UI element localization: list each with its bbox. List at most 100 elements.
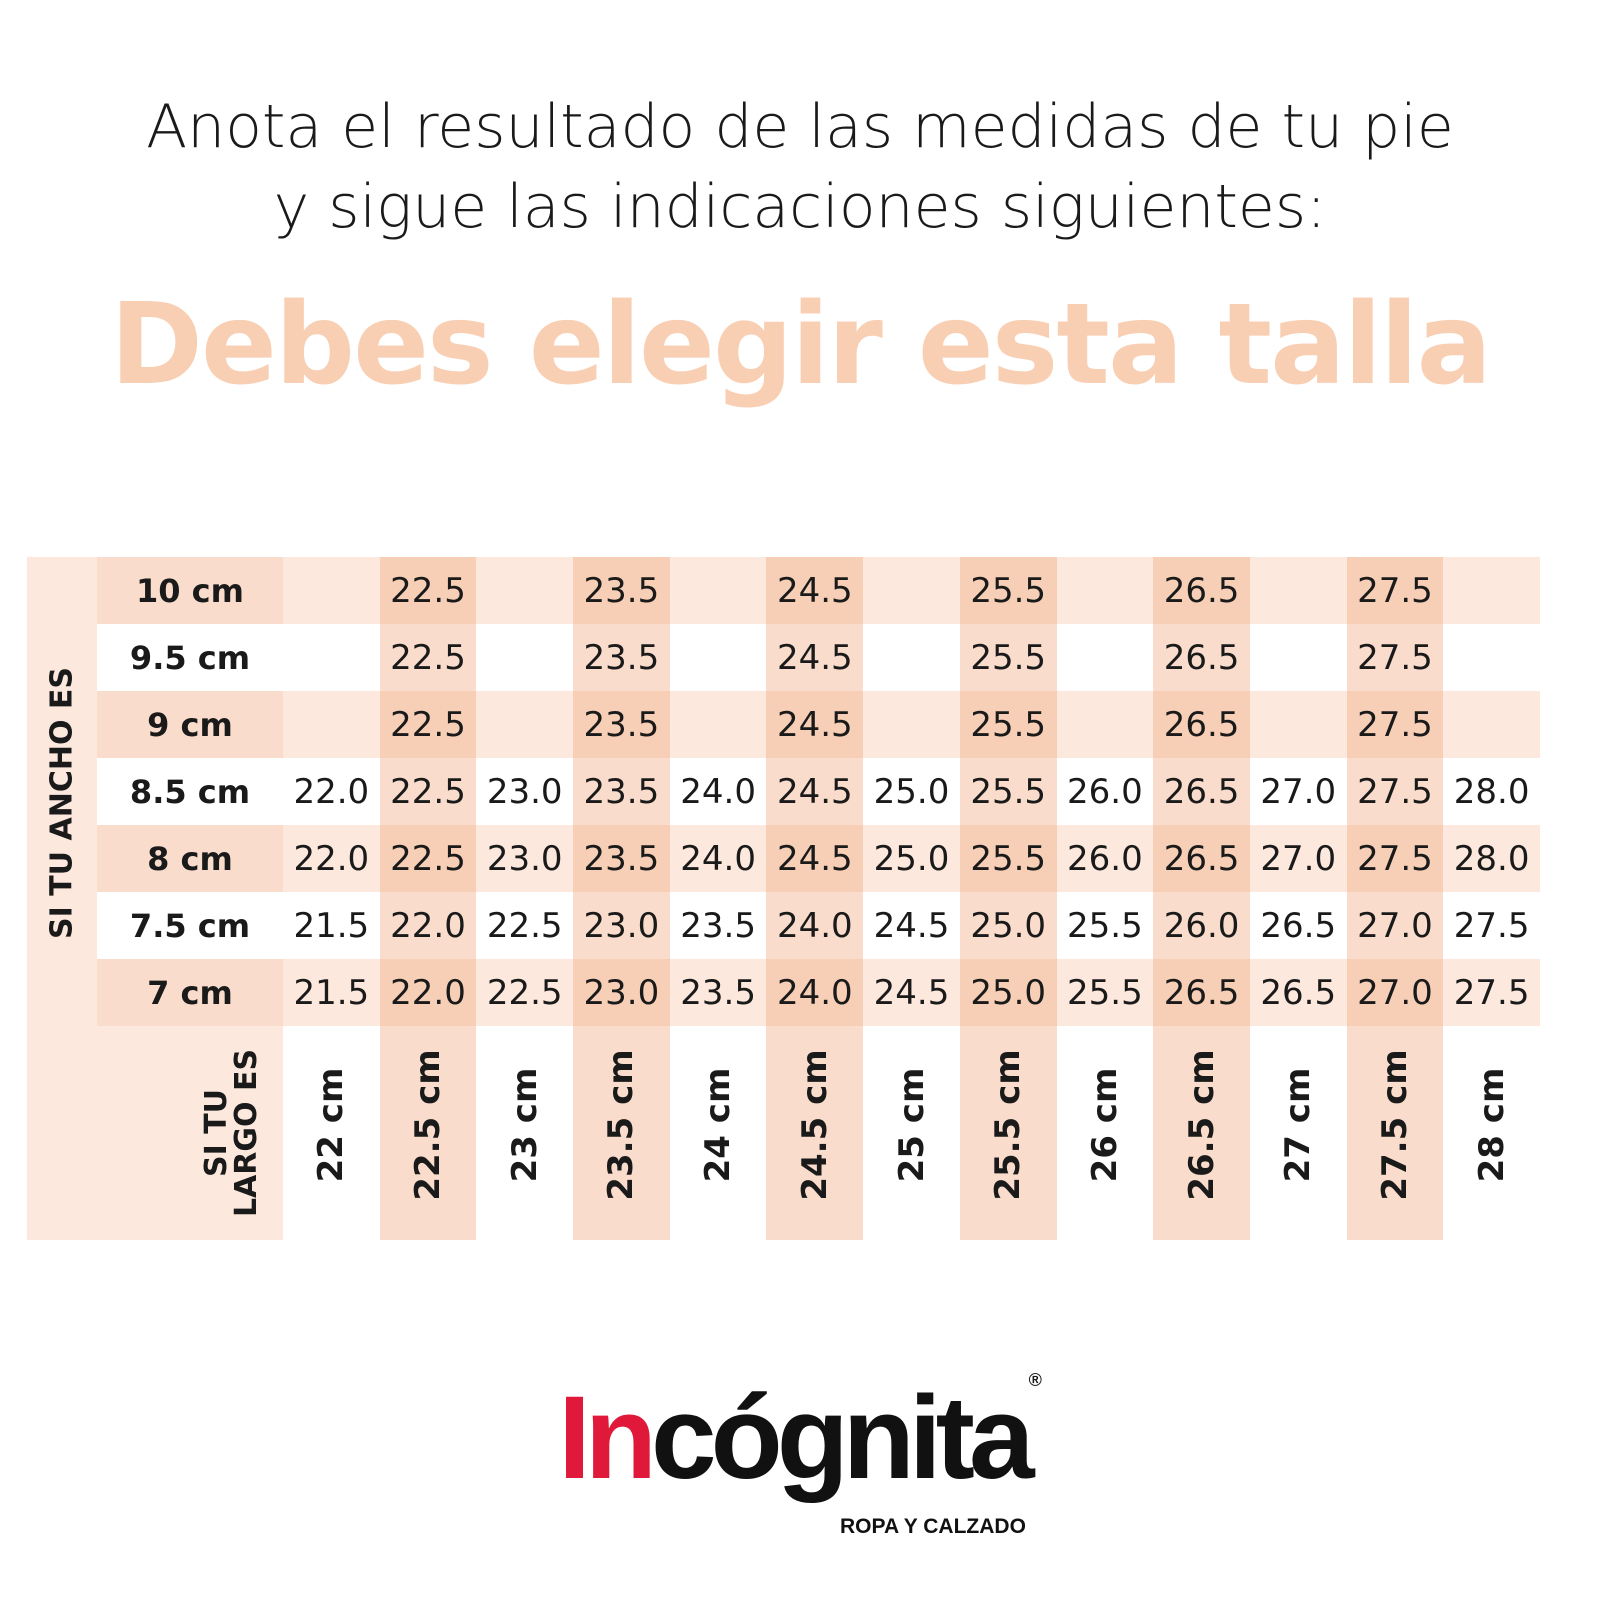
size-cell: 27.5 (1346, 758, 1444, 825)
column-band (1443, 1026, 1540, 1240)
column-band (1249, 1026, 1347, 1240)
row-axis-label: SI TU ANCHO ES (44, 667, 80, 939)
size-cell (1443, 557, 1540, 624)
column-band (573, 1026, 670, 1240)
size-cell (669, 557, 767, 624)
size-cell: 26.5 (1153, 825, 1250, 892)
size-cell: 24.0 (669, 758, 767, 825)
size-cell: 22.0 (379, 892, 477, 959)
size-cell: 26.5 (1153, 691, 1250, 758)
row-label: 8.5 cm (97, 758, 283, 825)
size-cell: 25.5 (959, 624, 1057, 691)
column-axis-label: SI TU LARGO ES (199, 1048, 264, 1218)
size-cell: 27.0 (1346, 892, 1444, 959)
size-cell: 22.5 (379, 624, 477, 691)
size-cell: 21.5 (283, 959, 380, 1026)
column-band (766, 1026, 864, 1240)
size-cell: 24.0 (766, 892, 864, 959)
size-cell: 25.5 (959, 691, 1057, 758)
size-cell: 23.0 (476, 825, 574, 892)
size-cell: 24.5 (766, 691, 864, 758)
size-cell: 26.5 (1153, 624, 1250, 691)
size-cell: 22.0 (379, 959, 477, 1026)
column-label: 23.5 cm (601, 1049, 642, 1201)
size-cell: 22.5 (379, 557, 477, 624)
size-cell (283, 557, 380, 624)
column-label: 26.5 cm (1181, 1049, 1222, 1201)
size-cell: 21.5 (283, 892, 380, 959)
column-band (283, 1026, 380, 1240)
size-cell: 27.5 (1346, 825, 1444, 892)
size-cell: 22.0 (283, 825, 380, 892)
size-cell: 23.0 (476, 758, 574, 825)
column-band (863, 1026, 960, 1240)
size-cell (1443, 624, 1540, 691)
size-cell (1056, 691, 1154, 758)
column-label: 24.5 cm (794, 1049, 835, 1201)
size-cell (669, 624, 767, 691)
size-cell: 27.5 (1443, 959, 1540, 1026)
size-cell: 24.5 (766, 557, 864, 624)
column-band (379, 1026, 477, 1240)
size-cell: 28.0 (1443, 825, 1540, 892)
size-cell: 27.5 (1346, 691, 1444, 758)
headline: Debes elegir esta talla (109, 280, 1492, 410)
size-cell (283, 624, 380, 691)
size-cell (283, 691, 380, 758)
size-cell: 22.5 (476, 892, 574, 959)
size-cell: 27.0 (1346, 959, 1444, 1026)
size-cell: 23.5 (573, 624, 670, 691)
row-label: 7.5 cm (97, 892, 283, 959)
column-label: 24 cm (698, 1067, 739, 1183)
size-cell: 25.5 (959, 758, 1057, 825)
size-cell: 24.5 (766, 758, 864, 825)
size-cell: 27.5 (1443, 892, 1540, 959)
size-cell: 24.0 (766, 959, 864, 1026)
size-cell: 25.0 (959, 959, 1057, 1026)
row-label: 9.5 cm (97, 624, 283, 691)
size-cell: 22.5 (379, 758, 477, 825)
size-cell: 26.5 (1153, 557, 1250, 624)
row-label: 8 cm (97, 825, 283, 892)
size-cell: 25.5 (959, 825, 1057, 892)
size-cell: 27.0 (1249, 758, 1347, 825)
size-cell: 24.5 (863, 959, 960, 1026)
size-cell (1249, 557, 1347, 624)
row-label: 9 cm (97, 691, 283, 758)
row-label: 10 cm (97, 557, 283, 624)
size-cell: 24.5 (863, 892, 960, 959)
size-cell: 25.5 (959, 557, 1057, 624)
corner-block (97, 1026, 283, 1240)
row-label: 7 cm (97, 959, 283, 1026)
size-cell (1443, 691, 1540, 758)
size-cell (1056, 557, 1154, 624)
column-band (476, 1026, 574, 1240)
column-label: 27 cm (1278, 1067, 1319, 1183)
size-cell: 25.5 (1056, 892, 1154, 959)
axis-strip (27, 557, 97, 1240)
size-cell: 25.5 (1056, 959, 1154, 1026)
size-cell: 24.5 (766, 825, 864, 892)
column-band (669, 1026, 767, 1240)
size-cell: 23.5 (573, 825, 670, 892)
size-cell (476, 691, 574, 758)
column-label: 22.5 cm (408, 1049, 449, 1201)
size-cell: 25.0 (863, 758, 960, 825)
logo-red: In (558, 1372, 657, 1504)
size-cell: 23.0 (573, 892, 670, 959)
size-cell (476, 557, 574, 624)
size-cell: 27.5 (1346, 557, 1444, 624)
intro-line: y sigue las indicaciones siguientes: (273, 172, 1327, 242)
size-cell: 23.5 (573, 691, 670, 758)
size-cell: 26.5 (1249, 959, 1347, 1026)
size-cell: 26.5 (1153, 758, 1250, 825)
size-cell: 24.0 (669, 825, 767, 892)
size-cell: 23.5 (669, 959, 767, 1026)
column-label: 25 cm (891, 1067, 932, 1183)
column-axis-label-line: LARGO ES (229, 1048, 264, 1218)
size-cell: 26.5 (1249, 892, 1347, 959)
size-cell: 26.0 (1056, 758, 1154, 825)
size-cell: 22.5 (379, 691, 477, 758)
size-cell: 24.5 (766, 624, 864, 691)
